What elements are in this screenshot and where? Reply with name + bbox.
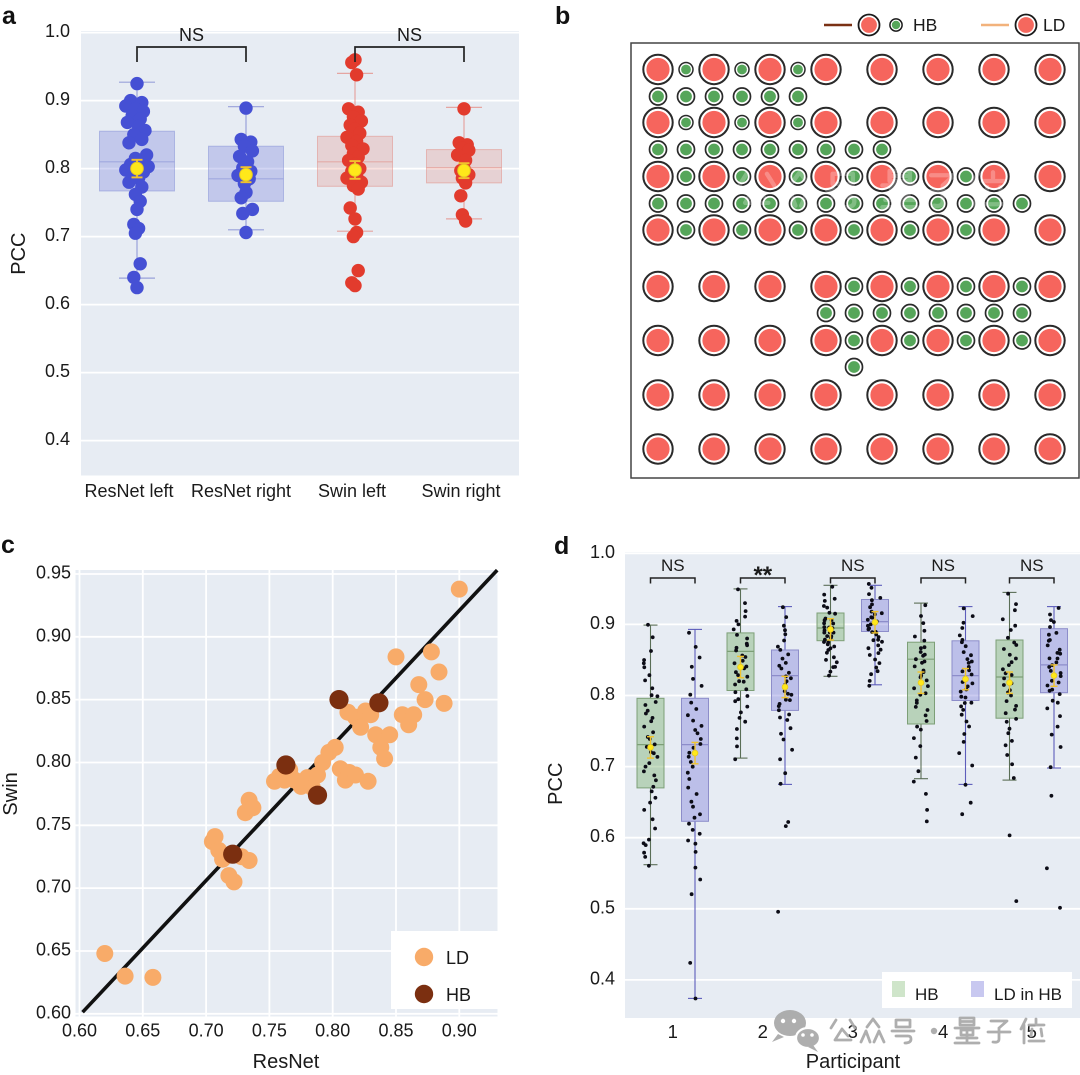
svg-text:NS: NS — [931, 556, 955, 575]
svg-text:d: d — [554, 532, 569, 560]
svg-text:a: a — [2, 2, 17, 30]
svg-text:1: 1 — [668, 1021, 678, 1042]
svg-text:0.6: 0.6 — [45, 293, 70, 313]
svg-text:ResNet left: ResNet left — [84, 481, 173, 501]
svg-text:b: b — [555, 2, 570, 30]
svg-text:Participant: Participant — [806, 1051, 901, 1073]
svg-text:0.85: 0.85 — [36, 688, 71, 708]
svg-text:NS: NS — [661, 556, 685, 575]
svg-text:0.95: 0.95 — [36, 563, 71, 583]
svg-text:1.0: 1.0 — [590, 542, 615, 562]
svg-text:Swin left: Swin left — [318, 481, 386, 501]
svg-text:0.6: 0.6 — [590, 826, 615, 846]
svg-text:4: 4 — [938, 1021, 948, 1042]
svg-text:Swin right: Swin right — [421, 481, 500, 501]
svg-text:0.85: 0.85 — [378, 1021, 413, 1041]
svg-text:HB: HB — [915, 985, 939, 1004]
svg-text:ResNet: ResNet — [253, 1051, 320, 1073]
svg-text:LD: LD — [1043, 15, 1065, 35]
svg-text:Swin: Swin — [0, 772, 22, 815]
svg-text:0.4: 0.4 — [45, 429, 70, 449]
svg-text:0.75: 0.75 — [252, 1021, 287, 1041]
svg-text:0.7: 0.7 — [590, 755, 615, 775]
svg-text:**: ** — [753, 562, 772, 589]
svg-text:0.7: 0.7 — [45, 225, 70, 245]
svg-text:2: 2 — [758, 1021, 768, 1042]
svg-text:0.75: 0.75 — [36, 814, 71, 834]
svg-text:0.80: 0.80 — [315, 1021, 350, 1041]
svg-text:0.80: 0.80 — [36, 751, 71, 771]
svg-text:0.8: 0.8 — [590, 684, 615, 704]
svg-text:LD: LD — [446, 948, 469, 968]
svg-text:0.70: 0.70 — [36, 877, 71, 897]
svg-text:NS: NS — [841, 556, 865, 575]
svg-text:0.65: 0.65 — [36, 940, 71, 960]
svg-text:0.70: 0.70 — [189, 1021, 224, 1041]
svg-text:1.0: 1.0 — [45, 21, 70, 41]
svg-text:0.5: 0.5 — [45, 361, 70, 381]
svg-text:0.5: 0.5 — [590, 897, 615, 917]
svg-text:NS: NS — [179, 25, 204, 45]
svg-text:0.9: 0.9 — [590, 613, 615, 633]
svg-text:0.60: 0.60 — [62, 1021, 97, 1041]
svg-text:3: 3 — [848, 1021, 858, 1042]
svg-text:LD in HB: LD in HB — [994, 985, 1062, 1004]
svg-text:NS: NS — [1020, 556, 1044, 575]
svg-text:0.9: 0.9 — [45, 89, 70, 109]
svg-text:PCC: PCC — [8, 232, 30, 274]
svg-text:0.4: 0.4 — [590, 968, 615, 988]
svg-text:0.60: 0.60 — [36, 1002, 71, 1022]
svg-text:0.90: 0.90 — [36, 625, 71, 645]
svg-text:HB: HB — [913, 15, 937, 35]
svg-text:PCC: PCC — [545, 763, 567, 805]
svg-text:NS: NS — [397, 25, 422, 45]
svg-text:0.8: 0.8 — [45, 157, 70, 177]
svg-text:c: c — [1, 531, 15, 559]
svg-text:0.90: 0.90 — [442, 1021, 477, 1041]
svg-text:0.65: 0.65 — [125, 1021, 160, 1041]
svg-text:ResNet right: ResNet right — [191, 481, 291, 501]
svg-text:HB: HB — [446, 985, 471, 1005]
